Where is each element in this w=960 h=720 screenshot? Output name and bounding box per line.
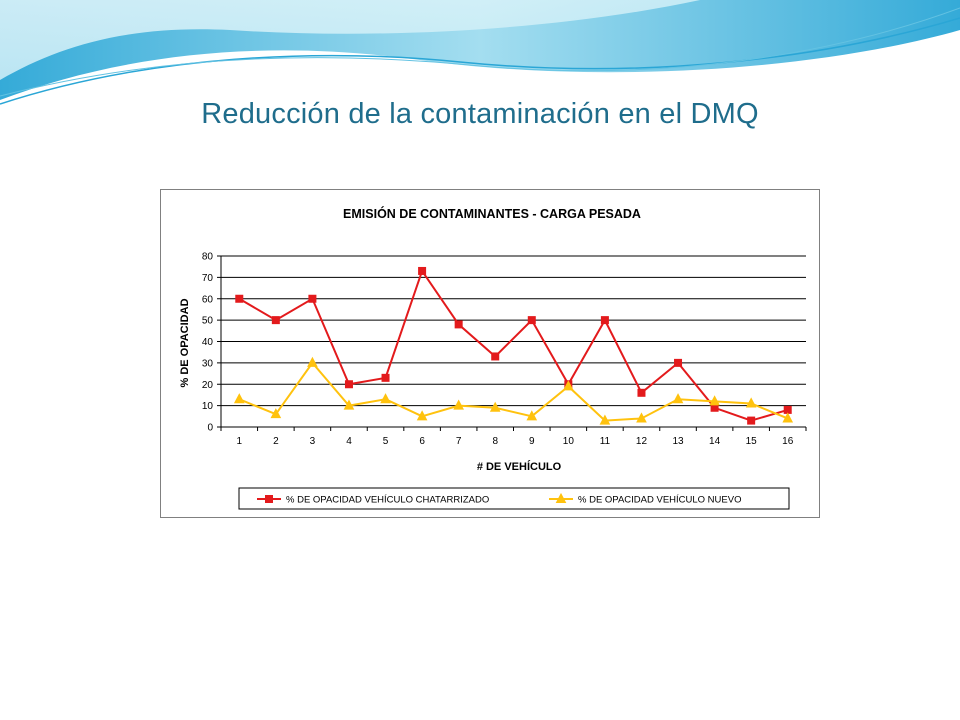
x-tick-label: 15 [746,436,758,447]
series-2-point [526,410,538,421]
y-axis-label: % DE OPACIDAD [179,298,191,387]
series-1-point [235,294,244,303]
x-axis-label: # DE VEHÍCULO [477,460,562,473]
series-1-point [783,405,792,414]
series-line-1 [238,268,788,422]
series-2-point [343,399,355,410]
series-2-point [270,408,282,419]
x-tick-label: 6 [419,436,425,447]
x-tick-label: 13 [672,436,684,447]
series-1-point [381,373,390,382]
legend-box [238,487,790,510]
series-line-2 [238,361,789,422]
series-2-point [453,399,464,410]
y-tick-label: 40 [202,337,214,348]
series-2-point [782,412,794,423]
series-1-point [747,416,756,425]
chart-title: EMISIÓN DE CONTAMINANTES - CARGA PESADA [343,206,641,221]
series-1-point [527,316,536,325]
x-tick-label: 1 [237,436,243,447]
series-2-point [563,380,574,391]
y-tick-label: 70 [202,273,214,284]
opacity-chart: EMISIÓN DE CONTAMINANTES - CARGA PESADA … [179,206,807,510]
series-2-point [489,401,501,412]
series-1-point [674,358,683,367]
legend-marker-1 [265,495,273,503]
y-tick-label: 0 [207,423,213,434]
series-2-point [599,414,611,425]
x-tick-label: 10 [563,436,575,447]
y-tick-label: 20 [202,380,214,391]
series-1-point [454,320,463,329]
x-tick-label: 8 [492,436,498,447]
x-tick-label: 3 [310,436,316,447]
x-tick-label: 11 [600,436,611,447]
x-tick-label: 5 [383,436,389,447]
y-tick-label: 60 [202,294,214,305]
series-1-point [271,316,280,325]
y-tick-label: 30 [202,358,214,369]
series-2-point [636,412,647,423]
legend-marker-2 [555,492,567,503]
series-2-point [709,395,720,406]
series-2-point [380,393,391,404]
series-1-point [418,266,427,275]
y-tick-label: 10 [202,401,214,412]
x-tick-label: 4 [346,436,352,447]
series-1-point [308,294,317,303]
series-1-point [637,388,646,397]
x-tick-label: 9 [529,436,535,447]
series-2-point [416,410,428,421]
y-tick-label: 80 [202,252,214,263]
x-tick-label: 7 [456,436,462,447]
legend-label-2: % DE OPACIDAD VEHÍCULO NUEVO [578,495,741,506]
x-tick-label: 12 [636,436,648,447]
series-1-point [491,352,500,361]
header-banner [0,0,960,105]
chart-frame: EMISIÓN DE CONTAMINANTES - CARGA PESADA … [160,189,820,518]
y-tick-label: 50 [202,316,214,327]
series-2-point [672,393,684,404]
legend-label-1: % DE OPACIDAD VEHÍCULO CHATARRIZADO [286,495,489,506]
legend: % DE OPACIDAD VEHÍCULO CHATARRIZADO % DE … [238,487,790,510]
series-2-point [307,356,318,367]
slide-title: Reducción de la contaminación en el DMQ [201,98,759,130]
x-tick-label: 16 [782,436,794,447]
series-1-point [600,316,609,325]
series-2-point [745,397,757,408]
x-tick-label: 2 [273,436,279,447]
series-2-point [233,393,245,404]
series-1-point [344,380,353,389]
x-tick-label: 14 [709,436,721,447]
